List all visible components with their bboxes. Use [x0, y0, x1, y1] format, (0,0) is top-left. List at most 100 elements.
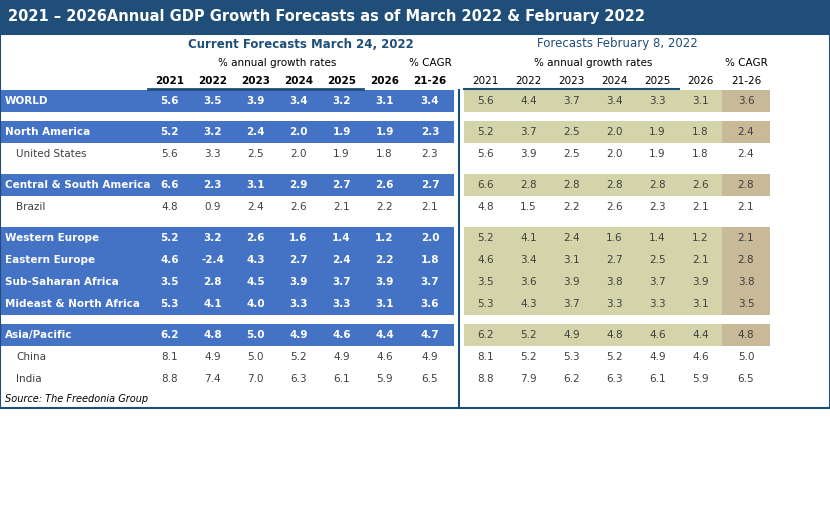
- Text: North America: North America: [5, 127, 90, 137]
- Text: 2.5: 2.5: [564, 127, 580, 137]
- Text: 3.2: 3.2: [332, 96, 351, 106]
- Text: 8.8: 8.8: [477, 374, 494, 384]
- Text: 2.8: 2.8: [738, 255, 754, 265]
- Text: 3.6: 3.6: [738, 96, 754, 106]
- Bar: [770, 143, 830, 165]
- Bar: [0, 315, 830, 324]
- Text: 4.7: 4.7: [421, 330, 439, 340]
- Text: 2.7: 2.7: [289, 255, 308, 265]
- Bar: [722, 227, 770, 249]
- Text: % annual growth rates: % annual growth rates: [217, 57, 336, 67]
- Text: 3.3: 3.3: [606, 299, 622, 309]
- Text: 4.8: 4.8: [606, 330, 622, 340]
- Text: 2021 – 2026Annual GDP Growth Forecasts as of March 2022 & February 2022: 2021 – 2026Annual GDP Growth Forecasts a…: [8, 9, 645, 24]
- Text: 4.9: 4.9: [649, 352, 666, 362]
- Text: 5.6: 5.6: [160, 96, 178, 106]
- Text: 3.2: 3.2: [203, 233, 222, 243]
- Text: 5.0: 5.0: [738, 352, 754, 362]
- Text: 3.1: 3.1: [375, 96, 393, 106]
- Text: 5.9: 5.9: [692, 374, 709, 384]
- Bar: [770, 174, 830, 196]
- Text: 2021: 2021: [155, 75, 184, 85]
- Text: Forecasts February 8, 2022: Forecasts February 8, 2022: [537, 37, 697, 51]
- Text: 5.2: 5.2: [160, 233, 178, 243]
- Text: 3.5: 3.5: [477, 277, 494, 287]
- Text: 1.4: 1.4: [332, 233, 351, 243]
- Text: 21-26: 21-26: [731, 75, 761, 85]
- Text: 2025: 2025: [327, 75, 356, 85]
- Text: 2021: 2021: [472, 75, 499, 85]
- Bar: [454, 174, 464, 196]
- Text: 4.4: 4.4: [692, 330, 709, 340]
- Text: 2.7: 2.7: [332, 180, 351, 190]
- Bar: [0, 346, 830, 368]
- Text: 7.9: 7.9: [520, 374, 537, 384]
- Text: 3.4: 3.4: [421, 96, 439, 106]
- Text: Asia/Pacific: Asia/Pacific: [5, 330, 72, 340]
- Bar: [0, 324, 454, 346]
- Bar: [454, 90, 464, 112]
- Text: 5.2: 5.2: [477, 127, 494, 137]
- Bar: [464, 121, 722, 143]
- Text: 2.1: 2.1: [738, 202, 754, 212]
- Text: 3.8: 3.8: [738, 277, 754, 287]
- Bar: [770, 368, 830, 390]
- Text: 2.6: 2.6: [692, 180, 709, 190]
- Text: 1.8: 1.8: [692, 127, 709, 137]
- Text: 3.3: 3.3: [204, 149, 221, 159]
- Text: 4.6: 4.6: [332, 330, 351, 340]
- Text: 3.7: 3.7: [564, 299, 580, 309]
- Text: Mideast & North Africa: Mideast & North Africa: [5, 299, 140, 309]
- Text: 6.1: 6.1: [333, 374, 349, 384]
- Text: 3.7: 3.7: [564, 96, 580, 106]
- Text: 4.5: 4.5: [247, 277, 265, 287]
- Text: 2.1: 2.1: [738, 233, 754, 243]
- Text: 3.7: 3.7: [421, 277, 439, 287]
- Text: 2022: 2022: [198, 75, 227, 85]
- Text: % CAGR: % CAGR: [408, 57, 452, 67]
- Text: 4.8: 4.8: [161, 202, 178, 212]
- Bar: [0, 218, 830, 227]
- Text: 3.5: 3.5: [160, 277, 178, 287]
- Text: 3.7: 3.7: [649, 277, 666, 287]
- Bar: [722, 271, 770, 293]
- Text: 5.2: 5.2: [160, 127, 178, 137]
- Text: 6.5: 6.5: [738, 374, 754, 384]
- Text: 2026: 2026: [687, 75, 714, 85]
- Text: % CAGR: % CAGR: [725, 57, 768, 67]
- Text: 2025: 2025: [644, 75, 671, 85]
- Text: 2.3: 2.3: [203, 180, 222, 190]
- Bar: [0, 227, 454, 249]
- Text: 2.7: 2.7: [421, 180, 439, 190]
- Text: Western Europe: Western Europe: [5, 233, 99, 243]
- Text: 6.2: 6.2: [160, 330, 178, 340]
- Text: 5.9: 5.9: [376, 374, 393, 384]
- Text: 7.4: 7.4: [204, 374, 221, 384]
- Text: 2.5: 2.5: [247, 149, 264, 159]
- Bar: [770, 271, 830, 293]
- Text: 3.7: 3.7: [332, 277, 351, 287]
- Text: 3.9: 3.9: [692, 277, 709, 287]
- Text: 3.5: 3.5: [738, 299, 754, 309]
- Text: 2.8: 2.8: [564, 180, 580, 190]
- Text: 5.2: 5.2: [520, 352, 537, 362]
- Bar: [454, 249, 464, 271]
- Text: 2023: 2023: [241, 75, 270, 85]
- Text: 3.9: 3.9: [564, 277, 580, 287]
- Bar: [722, 121, 770, 143]
- Text: 2.0: 2.0: [606, 149, 622, 159]
- Text: 2023: 2023: [559, 75, 584, 85]
- Text: United States: United States: [16, 149, 86, 159]
- Text: 6.5: 6.5: [422, 374, 438, 384]
- Text: 2.0: 2.0: [606, 127, 622, 137]
- Bar: [0, 34, 830, 408]
- Bar: [770, 121, 830, 143]
- Bar: [722, 293, 770, 315]
- Text: 4.6: 4.6: [477, 255, 494, 265]
- Text: % annual growth rates: % annual growth rates: [534, 57, 652, 67]
- Bar: [454, 293, 464, 315]
- Bar: [0, 368, 830, 390]
- Text: 5.3: 5.3: [564, 352, 580, 362]
- Bar: [770, 324, 830, 346]
- Text: Brazil: Brazil: [16, 202, 46, 212]
